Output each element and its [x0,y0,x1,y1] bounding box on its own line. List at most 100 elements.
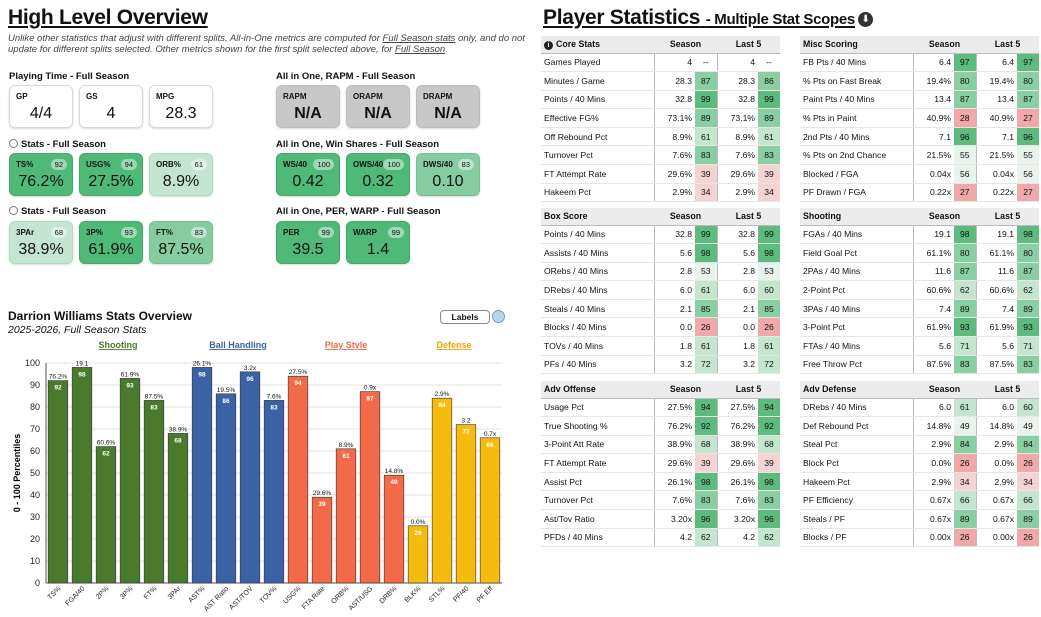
bar-value-label: 66 [486,442,494,449]
usg-card: USG% 94 27.5% [79,153,143,196]
season-value: 32.8 [654,90,695,110]
last5-percentile: -- [758,53,781,73]
season-percentile: 56 [954,164,977,184]
orapm-label: ORAPM [353,92,383,101]
season-value: 1.8 [654,336,695,356]
column-header-last5: Last 5 [976,381,1040,399]
column-header-season: Season [654,208,718,226]
season-value: 5.6 [654,243,695,263]
rapm-title: All in One, RAPM - Full Season [276,71,416,82]
3p-value: 61.9% [88,241,134,258]
bar-value-label: 72 [462,429,470,436]
season-value: 2.1 [654,299,695,319]
season-percentile: 62 [695,528,718,548]
last5-value: 13.4 [976,90,1018,110]
stat-name: Hakeem Pct [541,183,655,203]
season-percentile: 83 [695,145,718,166]
last5-value: 4 [717,53,759,73]
ows40-value: 0.32 [362,173,394,190]
stats2-title[interactable]: Stats - Full Season [9,206,106,217]
season-percentile: 68 [695,435,718,455]
last5-value: 2.8 [717,262,759,282]
season-value: 61.1% [913,243,954,263]
last5-percentile: 98 [1017,225,1040,245]
bar-stat-label: 0.0% [411,519,426,526]
column-header-season: Season [913,208,977,226]
season-percentile: 61 [695,336,718,356]
season-value: 60.6% [913,280,954,300]
last5-percentile: 89 [1017,299,1040,319]
gp-card: GP 4/4 [9,85,73,128]
ft-card: FT% 83 87.5% [149,221,213,264]
season-value: 19.1 [913,225,954,245]
season-value: 5.6 [913,336,954,356]
season-value: 38.9% [654,435,695,455]
bar [95,446,117,584]
season-percentile: 94 [695,398,718,418]
stat-name: Games Played [541,53,655,73]
season-percentile: 89 [954,509,977,529]
last5-percentile: 99 [758,90,781,110]
table-row: Effective FG% 73.1% 89 73.1% 89 [541,108,781,128]
stats2-radio[interactable] [9,206,18,215]
stat-name: Block Pct [800,453,914,473]
column-header-season: Season [654,36,718,54]
stat-name: Points / 40 Mins [541,90,655,110]
table-row: Field Goal Pct 61.1% 80 61.1% 80 [800,243,1040,263]
labels-button[interactable]: Labels [440,310,490,324]
season-percentile: 89 [695,108,718,128]
stats1-radio[interactable] [9,139,18,148]
stats1-title[interactable]: Stats - Full Season [9,139,106,150]
labels-toggle[interactable] [492,310,505,323]
stat-name: Ast/Tov Ratio [541,509,655,529]
season-percentile: 39 [695,453,718,473]
season-value: 0.0% [913,453,954,473]
usg-percentile: 94 [120,159,137,170]
orapm-card: ORAPM N/A [346,85,410,128]
season-percentile: 87 [954,262,977,282]
full-season-stats-link[interactable]: Full Season stats [382,33,456,44]
last5-value: 73.1% [717,108,759,128]
download-icon[interactable]: ⬇ [857,12,873,27]
ts-percentile: 92 [50,159,67,170]
table-row: 2nd Pts / 40 Mins 7.1 96 7.1 96 [800,127,1040,147]
last5-value: 8.9% [717,127,759,147]
table-title: Adv Offense [541,381,654,399]
stat-name: 2PAs / 40 Mins [800,262,914,282]
info-icon[interactable]: i [544,40,553,50]
rapm-label: RAPM [283,92,307,101]
last5-value: 0.0% [976,453,1018,473]
season-value: 2.9% [913,472,954,492]
last5-value: 26.1% [717,472,759,492]
stat-name: Minutes / Game [541,71,655,91]
full-season-link[interactable]: Full Season [395,44,446,55]
ws40-card: WS/40 100 0.42 [276,153,340,196]
bar-value-label: 39 [318,501,326,508]
season-percentile: 97 [954,53,977,73]
table-row: Turnover Pct 7.6% 83 7.6% 83 [541,145,781,166]
stats2-title-text: Stats - Full Season [21,206,106,217]
ft-value: 87.5% [158,241,204,258]
stat-name: Hakeem Pct [800,472,914,492]
season-value: 4.2 [654,528,695,548]
stat-name: Effective FG% [541,108,655,128]
season-value: 40.9% [913,108,954,128]
last5-percentile: 26 [758,317,781,338]
stat-name: FGAs / 40 Mins [800,225,914,245]
last5-value: 7.6% [717,145,759,166]
stat-name: Steals / 40 Mins [541,299,655,319]
season-percentile: 80 [954,243,977,263]
y-tick-label: 0 [35,578,40,588]
x-tick-label: TOV% [259,585,278,604]
season-percentile: 96 [954,127,977,147]
bar-stat-label: 19.1 [76,360,89,367]
dws40-percentile: 83 [457,159,474,170]
mpg-value: 28.3 [165,105,197,122]
stat-table-adv-offense: Adv Offense Season Last 5 Usage Pct 27.5% 94 2… [541,381,781,548]
last5-value: 21.5% [976,145,1018,166]
stat-table-misc-scoring: Misc Scoring Season Last 5 FB Pts / 40 Mins… [800,36,1040,203]
column-header-season: Season [913,36,977,54]
chart-title: Darrion Williams Stats Overview [8,309,192,323]
last5-percentile: 56 [1017,164,1040,184]
table-row: Ast/Tov Ratio 3.20x 96 3.20x 96 [541,509,781,529]
